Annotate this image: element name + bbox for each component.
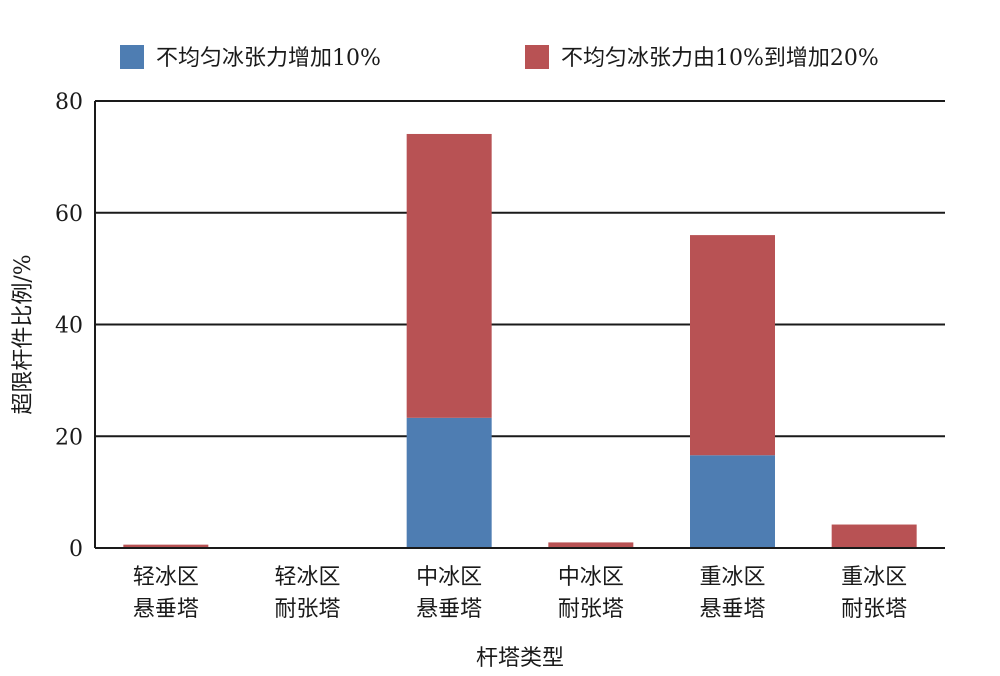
x-tick-4-line2: 耐张塔 — [558, 597, 624, 622]
y-axis-title: 超限杆件比例/% — [11, 254, 36, 414]
x-tick-1-line2: 悬垂塔 — [133, 597, 199, 622]
x-tick-6-line2: 耐张塔 — [841, 597, 907, 622]
x-tick-6-line1: 重冰区 — [841, 565, 907, 590]
legend: 不均匀冰张力增加10% 不均匀冰张力由10%到增加20% — [120, 45, 879, 71]
x-tick-1-line1: 轻冰区 — [133, 565, 199, 590]
bar-cat1-series2 — [123, 544, 209, 548]
y-tick-80: 80 — [55, 90, 83, 115]
legend-swatch-2 — [525, 45, 549, 69]
y-tick-0: 0 — [69, 537, 83, 562]
x-tick-3-line1: 中冰区 — [416, 565, 482, 590]
bar-cat5-series1 — [690, 455, 775, 548]
x-tick-2-line2: 耐张塔 — [274, 597, 340, 622]
x-axis-title: 杆塔类型 — [476, 646, 564, 671]
gridlines — [95, 100, 945, 438]
x-tick-4-line1: 中冰区 — [558, 565, 624, 590]
bar-cat6-series2 — [831, 524, 917, 548]
x-tick-3-line2: 悬垂塔 — [416, 597, 482, 622]
legend-swatch-1 — [120, 45, 144, 69]
bars — [123, 133, 917, 548]
legend-label-2: 不均匀冰张力由10%到增加20% — [561, 46, 879, 71]
legend-label-1: 不均匀冰张力增加10% — [156, 46, 381, 71]
y-tick-60: 60 — [55, 202, 83, 227]
bar-cat3-series1 — [406, 417, 492, 548]
bar-cat3-series2 — [406, 133, 492, 418]
x-tick-2-line1: 轻冰区 — [274, 565, 340, 590]
axes — [94, 101, 945, 549]
x-tick-5-line2: 悬垂塔 — [699, 597, 765, 622]
bar-cat4-series2 — [548, 542, 634, 548]
y-tick-20: 20 — [55, 425, 83, 450]
y-tick-40: 40 — [55, 314, 83, 339]
y-tick-labels: 0 20 40 60 80 — [55, 90, 83, 562]
x-tick-5-line1: 重冰区 — [699, 565, 765, 590]
bar-cat5-series2 — [690, 235, 775, 456]
